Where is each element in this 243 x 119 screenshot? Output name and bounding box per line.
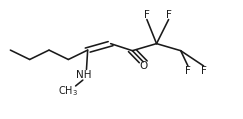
Text: NH: NH (76, 70, 92, 80)
Text: F: F (166, 10, 172, 20)
Text: O: O (139, 61, 147, 71)
Text: F: F (201, 66, 207, 76)
Text: CH$_3$: CH$_3$ (58, 84, 78, 98)
Text: F: F (144, 10, 150, 20)
Text: F: F (185, 66, 191, 76)
